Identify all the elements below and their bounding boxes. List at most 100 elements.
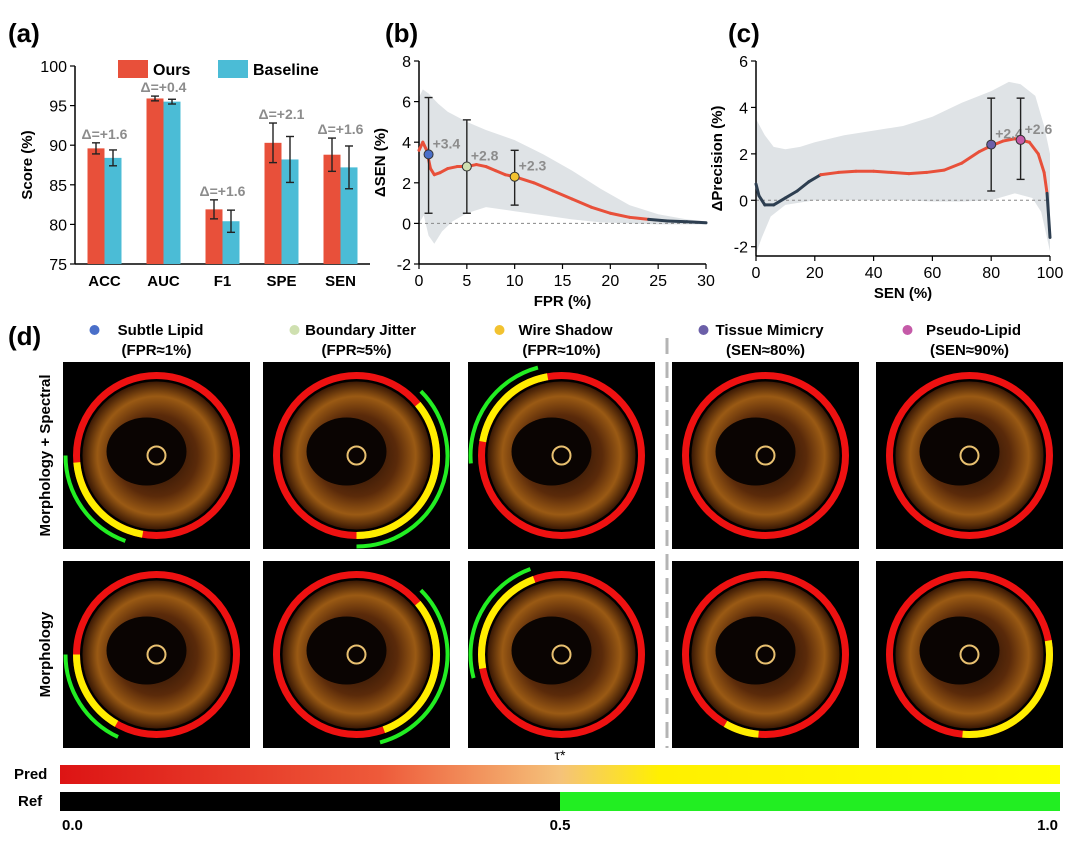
d-pred-arc [723, 720, 759, 738]
chartB-xtick-label: 5 [462, 273, 471, 290]
chartB-ytick-label: -2 [397, 257, 411, 274]
chartC-curve-segment [795, 180, 811, 193]
a-bar [340, 167, 358, 264]
chartC-curve-segment [836, 169, 858, 174]
chartB-curve-segment [589, 205, 612, 215]
image-grid-d: Subtle Lipid (FPR≈1%) Boundary Jitter (FPR≈… [37, 322, 1063, 748]
d-oct-lumen [306, 417, 387, 486]
chartB-xtick-label: 0 [415, 273, 424, 290]
d-oct-lumen [919, 616, 1000, 685]
chartB-xlabel: FPR (%) [534, 293, 592, 310]
d-column-subtitle: (SEN≈80%) [726, 342, 805, 359]
chartC-xlabel: SEN (%) [874, 285, 932, 302]
chartC-curve-segment [942, 161, 964, 172]
d-oct-catheter [959, 644, 980, 665]
a-bar [323, 154, 341, 264]
a-ytick-label: 90 [49, 138, 67, 155]
a-ytick-label: 85 [49, 178, 67, 195]
d-pred-arc [962, 640, 1053, 738]
colorbar-tick-05: 0.5 [550, 817, 571, 834]
a-delta-label: Δ=+2.1 [259, 106, 305, 122]
chartC-curve-segment [889, 170, 911, 176]
d-oct-catheter [146, 445, 167, 466]
d-oct-lumen [715, 417, 796, 486]
d-ref-arc [356, 389, 450, 549]
d-ref-arc [468, 567, 532, 679]
ref-label: Ref [18, 793, 43, 810]
a-bar [205, 209, 223, 264]
d-pred-ring [478, 372, 645, 539]
chartB-curve-segment [647, 217, 670, 223]
d-oct-catheter [755, 644, 776, 665]
colorbar-tick-1: 1.0 [1037, 817, 1058, 834]
d-column-dot [89, 325, 100, 335]
d-column-title: Subtle Lipid [118, 322, 204, 339]
ref-bar-positive [560, 792, 1060, 811]
d-pred-arc [478, 576, 536, 669]
chartB-xtick-label: 15 [554, 273, 572, 290]
panel-a-label: (a) [8, 18, 40, 48]
panel-d-label: (d) [8, 321, 41, 351]
chartC-ytick-label: 0 [739, 193, 748, 210]
chartC-ytick-label: 6 [739, 54, 748, 71]
d-column-dot [289, 325, 300, 335]
d-oct-catheter [551, 644, 572, 665]
chartC-xtick-label: 60 [924, 265, 942, 282]
d-row-label: Morphology [37, 611, 54, 697]
chartC-xtick-label: 0 [752, 265, 761, 282]
chartC-ytick-label: 2 [739, 147, 748, 164]
d-column-title: Tissue Mimicry [715, 322, 824, 339]
chartC-ytick-label: 4 [739, 100, 748, 117]
chartB-marker-label: +2.8 [471, 148, 499, 164]
ref-bar-negative [60, 792, 560, 811]
chartC-curve-segment [754, 182, 761, 198]
d-oct-lumen [511, 417, 592, 486]
d-column-dot [902, 325, 913, 335]
chartB-ytick-label: 4 [402, 135, 411, 152]
d-oct-lumen [306, 616, 387, 685]
d-pred-arc [73, 462, 144, 538]
chartC-curve-segment [1036, 152, 1046, 174]
chartB-marker-point [509, 171, 520, 182]
d-column-title: Boundary Jitter [305, 322, 416, 339]
a-bar [281, 159, 299, 264]
chartB-curve-segment [608, 211, 631, 219]
a-bar [87, 148, 105, 264]
chartB-curve-segment [532, 181, 555, 193]
chartB-curve-segment [551, 189, 574, 201]
chartC-curve-segment [819, 170, 840, 177]
a-bar [264, 142, 282, 264]
a-ylabel: Score (%) [19, 130, 36, 199]
chartC-curve-segment [1001, 137, 1017, 143]
d-oct-lumen [106, 616, 187, 685]
d-ref-arc [63, 455, 127, 543]
d-oct-catheter [755, 445, 776, 466]
a-ytick-label: 75 [49, 257, 67, 274]
bar-chart-a: 75 80 85 90 95 100 Score (%) Δ=+1.6 ACC Δ=+0.4 AUC… [19, 59, 370, 290]
chartC-xtick-label: 80 [982, 265, 1000, 282]
d-oct-catheter [346, 445, 367, 466]
chartC-curve-segment [872, 169, 893, 174]
chartB-curve-segment [474, 163, 488, 169]
d-pred-ring [886, 372, 1053, 539]
a-xtick-label: ACC [88, 273, 121, 290]
d-column-title: Wire Shadow [518, 322, 612, 339]
d-column-subtitle: (SEN≈90%) [930, 342, 1009, 359]
d-pred-ring [73, 372, 240, 539]
a-legend-label: Baseline [253, 62, 319, 79]
d-column-dot [494, 325, 505, 335]
d-oct-lumen [106, 417, 187, 486]
a-xtick-label: F1 [214, 273, 232, 290]
d-ref-arc [468, 365, 539, 464]
pred-label: Pred [14, 766, 47, 783]
chartB-ci-band [419, 89, 706, 244]
a-xtick-label: SEN [325, 273, 356, 290]
a-bar [104, 157, 122, 264]
d-column-dot [698, 325, 709, 335]
a-bar [163, 101, 181, 264]
d-oct-catheter [346, 644, 367, 665]
chartB-ytick-label: 8 [402, 54, 411, 71]
a-delta-label: Δ=+1.6 [318, 121, 364, 137]
a-delta-label: Δ=+1.6 [82, 126, 128, 142]
